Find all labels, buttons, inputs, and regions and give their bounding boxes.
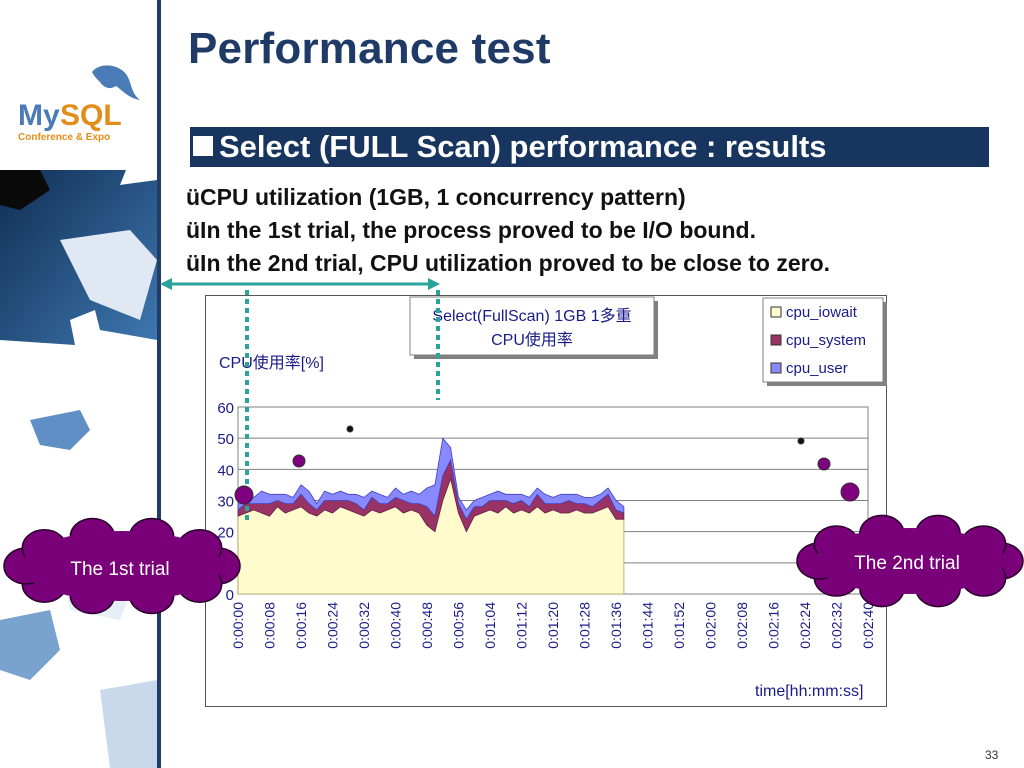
x-tick-label: 0:02:00: [703, 602, 719, 649]
section-header: Select (FULL Scan) performance : results: [190, 127, 989, 167]
title-box: [409, 296, 655, 356]
x-tick-label: 0:02:24: [797, 602, 813, 649]
x-tick-label: 0:01:36: [608, 602, 624, 649]
callout-body: [22, 531, 222, 601]
page-title: Performance test: [188, 24, 551, 73]
section-header-text: Select (FULL Scan) performance : results: [219, 129, 827, 164]
vertical-divider: [157, 0, 161, 768]
chart-title: Select(FullScan) 1GB 1多重: [432, 307, 631, 325]
callout-second-trial: [796, 514, 1024, 608]
mysql-logo: My SQL Conference & Expo: [0, 60, 157, 170]
arrow-head-right: [428, 278, 440, 290]
svg-text:Conference & Expo: Conference & Expo: [18, 132, 110, 143]
marker-dot: [234, 485, 254, 505]
x-tick-label: 0:00:48: [419, 602, 435, 649]
marker-dot: [840, 482, 860, 502]
x-tick-label: 0:00:40: [388, 602, 404, 649]
callout-first-trial: [3, 517, 241, 615]
x-tick-label: 0:00:16: [293, 602, 309, 649]
x-tick-label: 0:00:32: [356, 602, 372, 649]
x-tick-label: 0:02:08: [734, 602, 750, 649]
svg-text:My: My: [18, 99, 60, 132]
x-tick-label: 0:02:32: [829, 602, 845, 649]
y-tick-label: 30: [217, 494, 234, 511]
x-tick-label: 0:00:56: [451, 602, 467, 649]
x-tick-label: 0:01:52: [671, 602, 687, 649]
y-tick-label: 0: [226, 587, 234, 604]
bullet-item: üIn the 1st trial, the process proved to…: [186, 217, 756, 243]
y-axis-label: CPU使用率[%]: [219, 354, 324, 372]
x-tick-label: 0:00:24: [325, 602, 341, 649]
x-tick-label: 0:00:08: [262, 602, 278, 649]
legend-swatch: [770, 306, 782, 318]
legend-label: cpu_user: [786, 360, 848, 377]
callout-second-trial-text: The 2nd trial: [854, 553, 960, 574]
arrow-head-left: [160, 278, 172, 290]
svg-text:SQL: SQL: [60, 99, 122, 132]
y-tick-label: 40: [217, 462, 234, 479]
x-tick-label: 0:01:12: [514, 602, 530, 649]
callout-body: [815, 528, 1005, 594]
x-tick-label: 0:01:20: [545, 602, 561, 649]
bullet-list: üCPU utilization (1GB, 1 concurrency pat…: [186, 181, 830, 280]
callout-first-trial-text: The 1st trial: [70, 559, 169, 580]
x-tick-label: 0:01:28: [577, 602, 593, 649]
bullet-item: üIn the 2nd trial, CPU utilization prove…: [186, 250, 831, 276]
y-tick-label: 20: [217, 525, 234, 542]
legend-box: [762, 297, 884, 383]
chart-subtitle: CPU使用率: [491, 331, 573, 349]
legend-swatch: [770, 334, 782, 346]
marker-dot: [346, 425, 354, 433]
x-tick-label: 0:00:00: [230, 602, 246, 649]
marker-dot: [817, 457, 831, 471]
x-tick-label: 0:02:40: [860, 602, 876, 649]
marker-dot: [292, 454, 306, 468]
square-bullet-icon: [193, 136, 213, 156]
x-tick-label: 0:02:16: [766, 602, 782, 649]
x-axis-label: time[hh:mm:ss]: [755, 683, 863, 700]
marker-dot: [797, 437, 805, 445]
area-series-cpu-user: [237, 437, 625, 521]
legend-label: cpu_iowait: [786, 304, 858, 321]
legend-label: cpu_system: [786, 332, 866, 349]
bullet-item: üCPU utilization (1GB, 1 concurrency pat…: [186, 184, 686, 210]
y-tick-label: 50: [217, 431, 234, 448]
left-decor-panel: My SQL Conference & Expo: [0, 0, 157, 768]
y-tick-label: 60: [217, 400, 234, 417]
x-tick-label: 0:01:44: [640, 602, 656, 649]
x-tick-label: 0:01:04: [482, 602, 498, 649]
legend-swatch: [770, 362, 782, 374]
page-number: 33: [985, 748, 999, 762]
